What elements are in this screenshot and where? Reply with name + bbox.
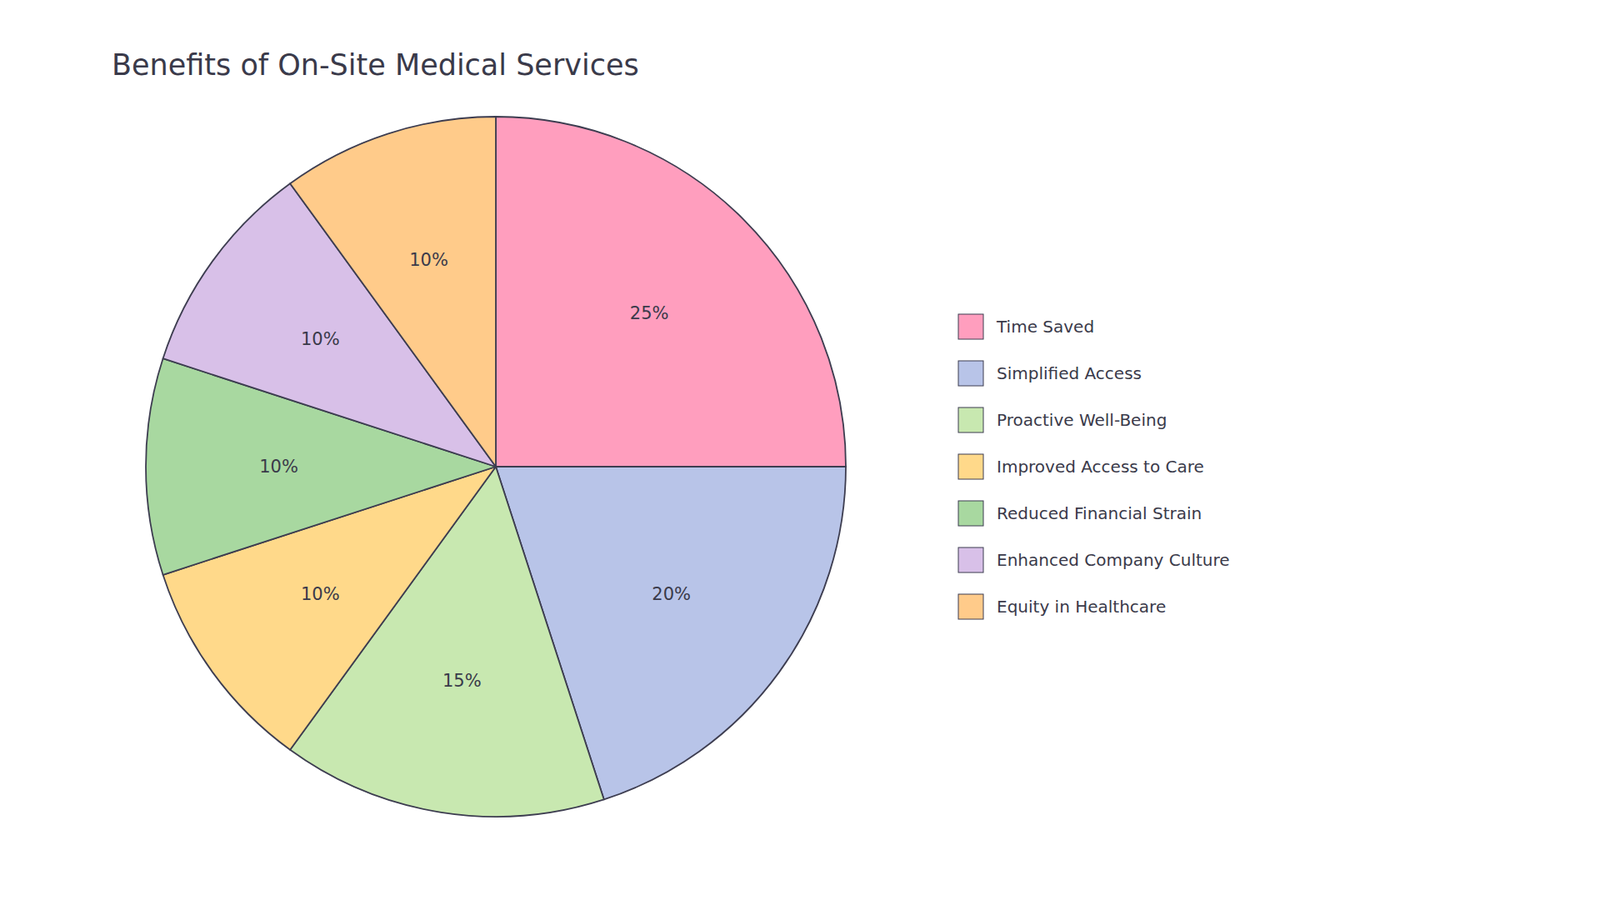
legend-swatch [958,547,984,573]
data-label: 10% [409,250,449,270]
legend-swatch [958,594,984,620]
pie-slices [145,116,846,817]
data-label: 10% [300,329,340,350]
legend: Time Saved Simplified Access Proactive Wel… [958,314,1230,620]
data-labels: 25% 20% 15% 10% 10% 10% 10% [259,250,691,691]
data-label: 10% [259,456,299,477]
legend-swatch [958,500,984,526]
pie-slice [290,116,496,467]
chart-svg: Benefits of On-Site Medical Services25%2… [0,0,1600,900]
legend-label: Time Saved [995,316,1095,337]
chart-container: Benefits of On-Site Medical Services25%2… [0,0,1600,900]
data-label: 10% [300,584,340,605]
legend-label: Simplified Access [996,363,1142,384]
chart-title: Benefits of On-Site Medical Services [111,48,640,82]
legend-label: Equity in Healthcare [996,596,1166,617]
legend-label: Enhanced Company Culture [996,550,1230,570]
data-label: 25% [630,303,670,324]
legend-swatch [958,360,984,386]
legend-swatch [958,454,984,480]
legend-swatch [958,407,984,433]
pie-slice [495,116,846,467]
data-label: 15% [442,670,482,691]
legend-label: Reduced Financial Strain [996,503,1202,524]
legend-swatch [958,314,984,340]
legend-label: Improved Access to Care [996,456,1205,477]
data-label: 20% [651,584,691,605]
legend-label: Proactive Well-Being [996,410,1167,430]
